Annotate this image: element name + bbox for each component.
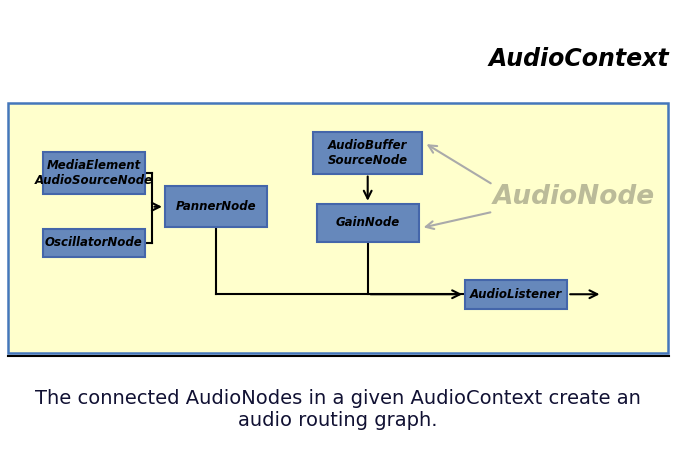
Text: AudioListener: AudioListener [470,288,563,301]
Text: The connected AudioNodes in a given AudioContext create an
audio routing graph.: The connected AudioNodes in a given Audi… [35,389,641,430]
FancyBboxPatch shape [317,204,419,242]
Bar [0,356,677,461]
Text: OscillatorNode: OscillatorNode [45,236,143,249]
FancyBboxPatch shape [8,103,668,353]
Text: AudioNode: AudioNode [493,184,655,210]
Text: GainNode: GainNode [336,217,400,230]
Text: MediaElement
AudioSourceNode: MediaElement AudioSourceNode [35,159,153,187]
FancyBboxPatch shape [465,280,567,308]
FancyBboxPatch shape [313,132,422,174]
FancyBboxPatch shape [43,153,145,194]
Text: PannerNode: PannerNode [175,200,256,213]
Text: AudioContext: AudioContext [488,47,669,71]
FancyBboxPatch shape [43,229,145,257]
FancyBboxPatch shape [165,186,267,227]
Text: AudioBuffer
SourceNode: AudioBuffer SourceNode [328,139,408,167]
